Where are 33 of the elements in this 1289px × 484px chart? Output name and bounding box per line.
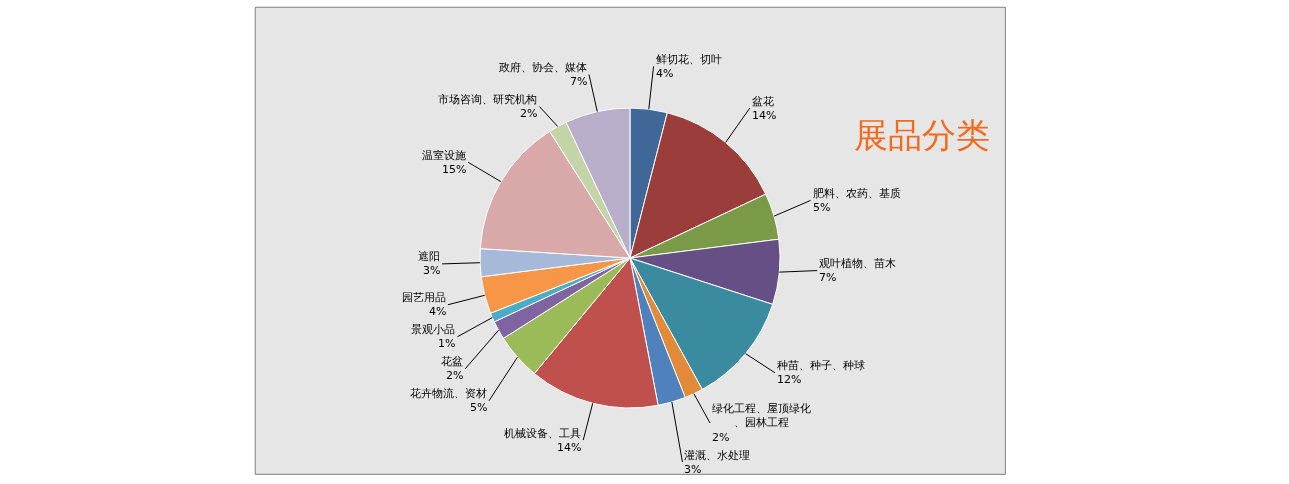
slice-label: 温室设施 <box>422 149 466 162</box>
slice-label: 绿化工程、屋顶绿化、园林工程 <box>712 402 811 430</box>
slice-label: 花盆 <box>441 355 463 368</box>
slice-label: 观叶植物、苗木 <box>819 257 896 270</box>
slice-label: 政府、协会、媒体 <box>499 61 587 74</box>
slice-label: 园艺用品 <box>402 291 446 304</box>
slice-label: 肥料、农药、基质 <box>813 187 901 200</box>
data-label: 3% <box>684 463 702 476</box>
slice-label: 鲜切花、切叶 <box>656 53 722 66</box>
slice-label: 市场咨询、研究机构 <box>438 93 537 106</box>
data-label: 15% <box>442 163 467 176</box>
data-label: 14% <box>752 109 777 122</box>
slice-label: 机械设备、工具 <box>504 427 581 440</box>
data-label: 3% <box>423 264 441 277</box>
slice-label: 种苗、种子、种球 <box>777 359 865 372</box>
data-label: 5% <box>470 401 488 414</box>
data-label: 2% <box>520 107 538 120</box>
data-label: 2% <box>712 431 730 444</box>
data-label: 4% <box>429 305 447 318</box>
data-label: 2% <box>446 369 464 382</box>
text: 展品分类 <box>853 115 990 156</box>
slice-label: 灌溉、水处理 <box>684 449 750 462</box>
data-label: 1% <box>438 337 456 350</box>
data-label: 14% <box>557 441 582 454</box>
data-label: 12% <box>777 373 802 386</box>
data-label: 5% <box>813 201 831 214</box>
slice-label: 景观小品 <box>411 323 455 336</box>
data-label: 7% <box>570 75 588 88</box>
data-label: 7% <box>819 271 837 284</box>
slice-label: 花卉物流、资材 <box>410 387 487 400</box>
slice-label: 遮阳 <box>418 250 440 263</box>
data-label: 4% <box>656 67 674 80</box>
slice-label: 盆花 <box>752 95 774 108</box>
